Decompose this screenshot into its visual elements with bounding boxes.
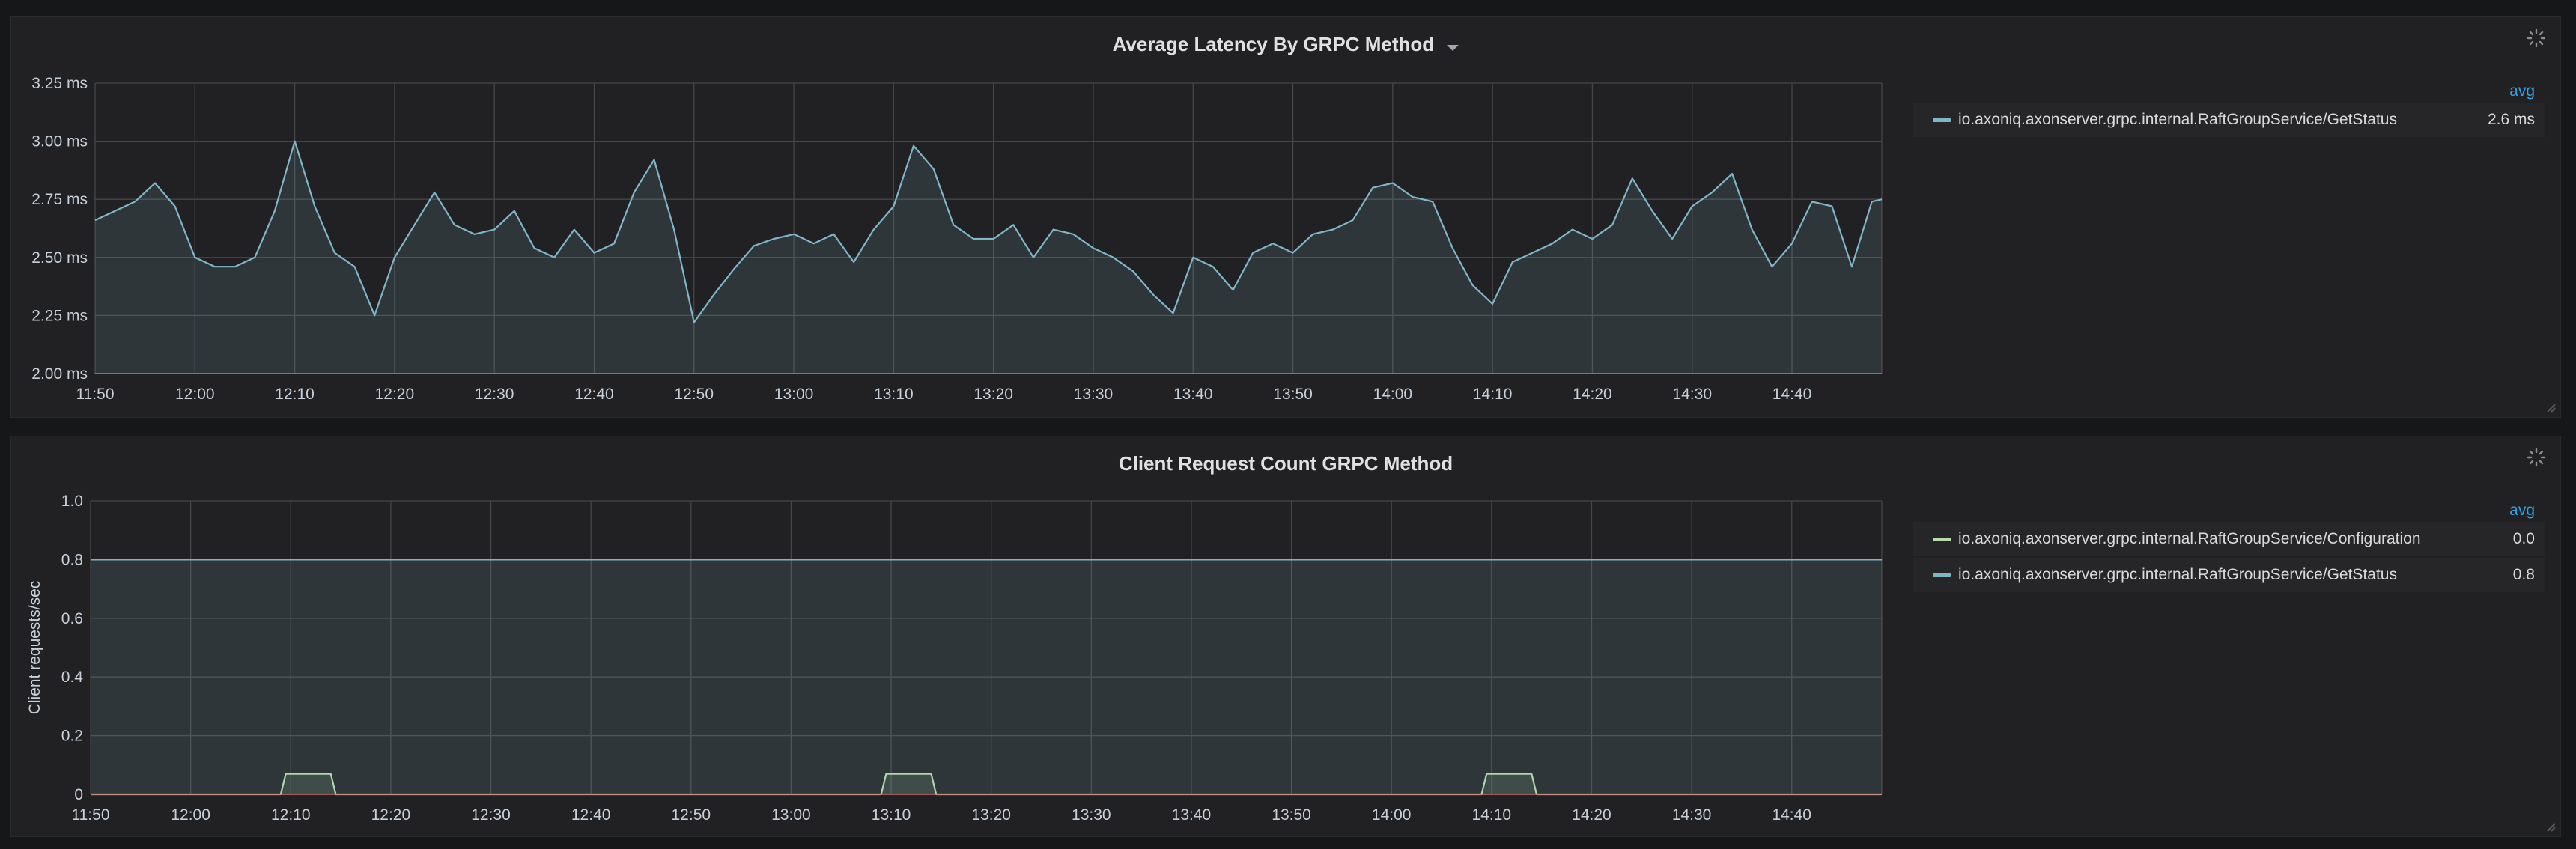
panel-title-text[interactable]: Client Request Count GRPC Method bbox=[1118, 452, 1453, 475]
x-tick-label: 12:20 bbox=[375, 386, 415, 403]
x-tick-label: 14:10 bbox=[1473, 386, 1513, 403]
resize-handle-icon[interactable] bbox=[2545, 402, 2556, 413]
x-tick-label: 13:30 bbox=[1074, 386, 1114, 403]
series-line bbox=[94, 140, 1883, 323]
series-area bbox=[91, 773, 1882, 794]
x-tick-label: 13:30 bbox=[1072, 806, 1111, 824]
x-tick-label: 13:20 bbox=[971, 806, 1011, 824]
x-tick-label: 12:40 bbox=[574, 386, 614, 403]
y-tick-label: 0.4 bbox=[61, 669, 84, 686]
x-tick-label: 14:00 bbox=[1373, 386, 1413, 403]
x-tick-label: 12:40 bbox=[571, 806, 611, 824]
series-area bbox=[91, 559, 1882, 794]
x-tick-label: 14:30 bbox=[1672, 386, 1712, 403]
series-line bbox=[91, 773, 1882, 796]
x-tick-label: 11:50 bbox=[72, 806, 110, 824]
x-tick-label: 12:00 bbox=[175, 386, 215, 403]
legend-series-name[interactable]: io.axoniq.axonserver.grpc.internal.RaftG… bbox=[1958, 566, 2397, 583]
series-swatch[interactable] bbox=[1933, 573, 1951, 577]
legend-avg-header[interactable]: avg bbox=[2509, 82, 2535, 100]
y-tick-label: 0.6 bbox=[61, 610, 83, 627]
x-tick-label: 14:20 bbox=[1572, 806, 1611, 824]
x-tick-label: 12:50 bbox=[672, 806, 711, 824]
x-tick-label: 12:20 bbox=[371, 806, 411, 824]
request-count-legend: avg io.axoniq.axonserver.grpc.internal.R… bbox=[1913, 499, 2545, 594]
x-tick-label: 14:40 bbox=[1772, 386, 1812, 403]
x-tick-label: 13:00 bbox=[774, 386, 814, 403]
legend-avg-header[interactable]: avg bbox=[2509, 502, 2535, 519]
series-area bbox=[95, 141, 1882, 374]
y-tick-label: 2.25 ms bbox=[31, 307, 88, 324]
resize-handle-icon[interactable] bbox=[2545, 821, 2556, 832]
x-tick-label: 14:20 bbox=[1573, 386, 1612, 403]
x-tick-label: 12:30 bbox=[471, 806, 511, 824]
legend-series-name[interactable]: io.axoniq.axonserver.grpc.internal.RaftG… bbox=[1958, 111, 2397, 128]
legend-series-avg: 0.0 bbox=[2512, 530, 2535, 547]
legend-series-avg: 2.6 ms bbox=[2487, 111, 2535, 128]
x-tick-label: 12:30 bbox=[475, 386, 514, 403]
y-tick-label: 2.75 ms bbox=[31, 191, 88, 208]
x-tick-label: 14:10 bbox=[1472, 806, 1512, 824]
x-tick-label: 13:40 bbox=[1173, 386, 1213, 403]
request-count-graph[interactable]: 0 0.2 0.4 0.6 0.8 1.0 11:50 12:00 12:10 12:20 12:3… bbox=[11, 436, 1913, 838]
x-tick-label: 11:50 bbox=[76, 386, 115, 403]
panel-title-text[interactable]: Average Latency By GRPC Method bbox=[1112, 33, 1435, 55]
y-tick-label: 2.00 ms bbox=[31, 365, 88, 383]
legend-item-getstatus[interactable]: io.axoniq.axonserver.grpc.internal.RaftG… bbox=[1913, 103, 2545, 137]
x-tick-label: 14:30 bbox=[1672, 806, 1712, 824]
x-tick-label: 13:50 bbox=[1273, 386, 1313, 403]
legend-series-name[interactable]: io.axoniq.axonserver.grpc.internal.RaftG… bbox=[1958, 530, 2421, 547]
latency-graph[interactable]: 2.00 ms 2.25 ms 2.50 ms 2.75 ms 3.00 ms 3.25 … bbox=[11, 17, 1913, 419]
y-tick-label: 3.25 ms bbox=[31, 75, 88, 92]
series-swatch[interactable] bbox=[1933, 538, 1951, 541]
x-tick-label: 14:40 bbox=[1772, 806, 1811, 824]
series-swatch[interactable] bbox=[1933, 118, 1951, 122]
y-tick-label: 0.2 bbox=[61, 728, 83, 745]
y-tick-label: 0.8 bbox=[61, 551, 83, 568]
x-tick-label: 12:00 bbox=[171, 806, 210, 824]
request-count-panel: Client Request Count GRPC Method 0 0.2 0.4… bbox=[10, 436, 2561, 837]
chevron-down-icon[interactable] bbox=[1447, 29, 1459, 62]
x-tick-label: 12:10 bbox=[275, 386, 315, 403]
panel-title[interactable]: Client Request Count GRPC Method bbox=[11, 447, 2560, 480]
x-tick-label: 12:10 bbox=[271, 806, 311, 824]
x-tick-label: 13:20 bbox=[973, 386, 1013, 403]
grid-lines bbox=[94, 82, 1883, 374]
panel-title[interactable]: Average Latency By GRPC Method bbox=[11, 28, 2560, 61]
latency-legend: avg io.axoniq.axonserver.grpc.internal.R… bbox=[1913, 80, 2545, 139]
x-tick-label: 13:40 bbox=[1172, 806, 1212, 824]
y-tick-label: 3.00 ms bbox=[31, 133, 88, 150]
y-tick-label: 1.0 bbox=[61, 493, 83, 510]
y-tick-label: 0 bbox=[74, 786, 83, 803]
x-tick-label: 12:50 bbox=[674, 386, 714, 403]
x-tick-label: 13:10 bbox=[872, 806, 911, 824]
loading-spinner-icon bbox=[2526, 28, 2547, 49]
y-axis-label: Client requests/sec bbox=[26, 581, 43, 715]
loading-spinner-icon bbox=[2526, 447, 2547, 468]
x-tick-label: 13:00 bbox=[771, 806, 811, 824]
x-tick-label: 14:00 bbox=[1372, 806, 1412, 824]
y-tick-label: 2.50 ms bbox=[31, 249, 88, 267]
legend-item-configuration[interactable]: io.axoniq.axonserver.grpc.internal.RaftG… bbox=[1913, 522, 2545, 556]
legend-series-avg: 0.8 bbox=[2512, 566, 2535, 583]
x-tick-label: 13:50 bbox=[1272, 806, 1311, 824]
legend-item-getstatus[interactable]: io.axoniq.axonserver.grpc.internal.RaftG… bbox=[1913, 558, 2545, 592]
latency-panel: Average Latency By GRPC Method 2.00 ms 2.… bbox=[10, 16, 2561, 418]
x-tick-label: 13:10 bbox=[874, 386, 914, 403]
